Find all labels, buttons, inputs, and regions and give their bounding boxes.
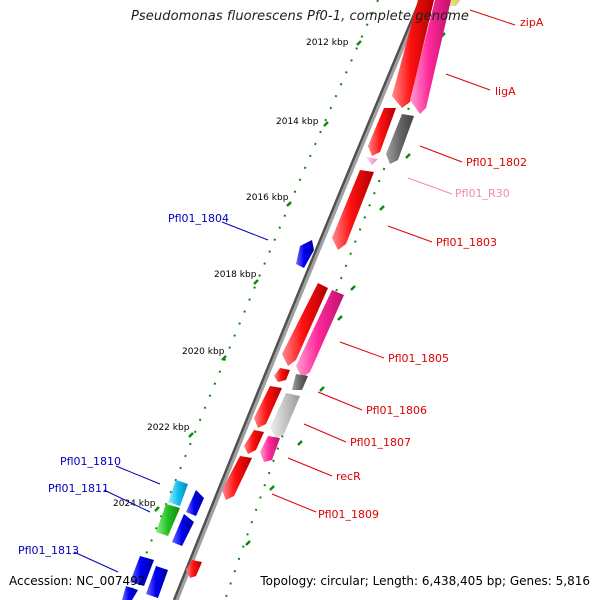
kbp-label-2022: 2022 kbp [147,423,190,433]
gene-small-red-2[interactable] [186,560,202,578]
accession-text: Accession: NC_007492 [9,574,146,588]
kbp-label-2018: 2018 kbp [214,270,257,280]
gene-blue-bottom[interactable] [122,586,138,600]
gene-small-red-1[interactable] [274,368,290,382]
gene-pfl01-1810[interactable] [168,480,188,506]
gene-label-pfl01-1809[interactable]: Pfl01_1809 [318,508,379,521]
gene-pfl01-1809[interactable] [222,456,252,500]
gene-label-pfl01-1811[interactable]: Pfl01_1811 [48,482,109,495]
gene-label-pfl01-1810[interactable]: Pfl01_1810 [60,455,121,468]
gene-pfl01-1803[interactable] [332,170,374,250]
gene-label-pfl01-1803[interactable]: Pfl01_1803 [436,236,497,249]
gene-label-pfl01-1813[interactable]: Pfl01_1813 [18,544,79,557]
gene-label-pfl01-1807[interactable]: Pfl01_1807 [350,436,411,449]
gene-pfl01-r30[interactable] [366,157,378,165]
gene-pfl01-1802[interactable] [386,114,414,164]
gene-pfl01-1804[interactable] [296,240,314,268]
map-title: Pseudomonas fluorescens Pf0-1, complete … [130,9,470,24]
gene-ligA[interactable] [410,0,451,114]
gene-pfl01-1802-red[interactable] [368,108,396,156]
chromosome-backbone [172,0,422,600]
gene-pfl01-1813[interactable] [130,556,154,586]
gene-label-pfl01-1804[interactable]: Pfl01_1804 [168,212,229,225]
kbp-label-2016: 2016 kbp [246,193,289,203]
gene-recR-red[interactable] [244,430,264,454]
gene-red-top[interactable] [392,0,434,108]
gene-recR[interactable] [260,436,280,462]
gene-pfl01-1807-red[interactable] [254,386,282,428]
gene-label-pfl01-r30[interactable]: Pfl01_R30 [455,187,510,200]
gene-pfl01-1811[interactable] [156,504,180,536]
kbp-label-2014: 2014 kbp [276,117,319,127]
gene-label-recR[interactable]: recR [336,470,361,483]
gene-pfl01-1806[interactable] [292,374,308,390]
gene-label-pfl01-1805[interactable]: Pfl01_1805 [388,352,449,365]
kbp-label-2020: 2020 kbp [182,347,225,357]
label-leader-lines [73,9,516,573]
gene-track-inner [122,240,314,600]
gene-label-pfl01-1806[interactable]: Pfl01_1806 [366,404,427,417]
outer-major-ticks [245,32,446,546]
gene-label-ligA[interactable]: ligA [495,85,516,98]
topology-text: Topology: circular; Length: 6,438,405 bp… [260,574,590,588]
gene-blue-1813b[interactable] [146,566,168,598]
gene-pfl01-1805[interactable] [296,290,344,378]
inner-major-ticks [154,40,362,512]
gene-pfl01-1807[interactable] [270,393,300,438]
gene-track-outer [186,0,460,578]
gene-label-zipA[interactable]: zipA [520,16,544,29]
kbp-label-2012: 2012 kbp [306,38,349,48]
gene-pfl01-1805-red[interactable] [282,283,328,366]
chromosome-backbone-shadow [173,0,425,600]
gene-blue-1811b[interactable] [172,514,194,546]
gene-label-pfl01-1802[interactable]: Pfl01_1802 [466,156,527,169]
gene-blue-1810b[interactable] [186,490,204,516]
